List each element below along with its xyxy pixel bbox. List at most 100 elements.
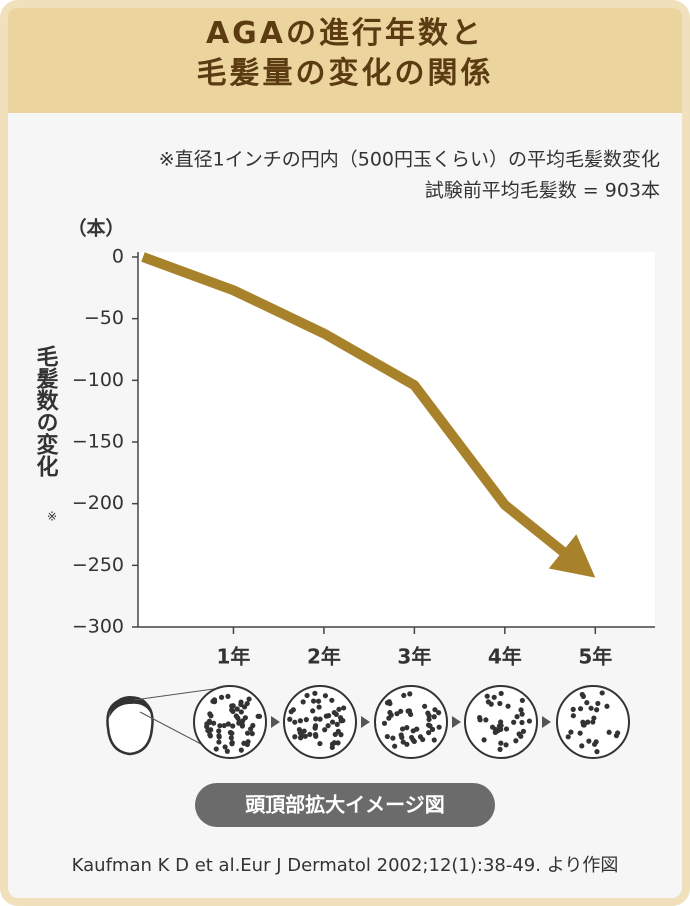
hair-dot: [498, 722, 504, 729]
hair-dot: [216, 728, 222, 734]
hair-dot: [208, 713, 214, 719]
hair-dot: [304, 692, 310, 699]
y-tick-label: −250: [72, 554, 124, 576]
hair-dot: [300, 699, 306, 705]
hair-dot: [297, 718, 303, 724]
step-arrow: [452, 716, 461, 728]
hair-dot: [520, 728, 527, 734]
hair-dot: [329, 719, 336, 725]
hair-dot: [238, 699, 244, 705]
hair-dot: [246, 696, 252, 702]
hair-dot: [477, 717, 483, 723]
hair-dot: [205, 727, 211, 734]
hair-dot: [577, 706, 584, 712]
hair-dot: [341, 705, 347, 711]
hair-dot: [207, 733, 213, 739]
hair-dot: [588, 705, 594, 711]
hair-dot: [311, 698, 317, 704]
hair-dot: [338, 718, 344, 724]
hair-dot: [498, 690, 504, 697]
hair-dot: [387, 700, 393, 707]
hair-dot: [229, 730, 235, 736]
hair-dot: [526, 718, 533, 724]
hair-dot: [230, 708, 236, 715]
hair-dot: [249, 731, 255, 737]
hair-dot: [290, 707, 296, 713]
hair-dot: [390, 735, 396, 741]
hair-dot: [568, 729, 574, 735]
hair-dot: [431, 714, 437, 720]
hair-dot: [211, 720, 217, 726]
hair-dot: [436, 710, 442, 716]
hair-dot: [481, 737, 487, 743]
hair-dot: [238, 747, 244, 753]
y-tick-label: −150: [72, 431, 124, 453]
hair-dot: [325, 723, 331, 729]
hair-dot: [425, 710, 431, 716]
illustration-label-pill: [195, 783, 495, 827]
hair-dot: [436, 724, 442, 730]
hair-dot: [407, 691, 413, 697]
hair-dot: [216, 733, 222, 739]
note: 試験前平均毛髪数 = 903本: [425, 180, 660, 202]
hair-dot: [210, 698, 216, 704]
hair-dot: [591, 715, 597, 721]
hair-dot: [565, 734, 571, 740]
hair-dot: [581, 722, 587, 728]
hair-dot: [225, 721, 231, 727]
hair-dot: [292, 734, 298, 740]
zoom-line: [133, 686, 229, 701]
hair-dot: [244, 730, 251, 736]
header-band: [8, 8, 682, 113]
hair-dot: [606, 729, 612, 735]
hair-dot: [489, 724, 496, 730]
data-line: [141, 252, 599, 582]
hair-icon: [109, 696, 152, 718]
hair-dot: [329, 744, 335, 751]
hair-dot: [296, 726, 302, 733]
hair-dot: [316, 704, 322, 710]
hair-dot: [317, 740, 323, 747]
hair-dot: [216, 739, 222, 745]
step-arrow: [542, 716, 551, 728]
illustration-label: 頭頂部拡大イメージ図: [245, 793, 445, 817]
hair-dot: [225, 693, 231, 700]
x-tick-label: 3年: [397, 645, 431, 669]
hair-dot: [335, 728, 341, 734]
y-tick-label: −200: [72, 492, 124, 514]
hair-dot: [585, 719, 591, 725]
source: Kaufman K D et al.Eur J Dermatol 2002;12…: [72, 855, 619, 876]
hair-dot: [488, 701, 494, 707]
x-tick-label: 2年: [307, 645, 341, 669]
hair-dot: [426, 730, 432, 736]
hair-dot: [312, 723, 319, 729]
step-arrow: [361, 716, 370, 728]
hair-dot: [228, 735, 234, 741]
hair-dot: [334, 721, 340, 727]
hair-dot: [213, 746, 219, 752]
hair-dot: [503, 726, 510, 732]
hair-dot: [422, 703, 428, 709]
hair-dot: [331, 710, 337, 716]
hair-dot: [514, 714, 520, 720]
title: AGAの進行年数と 毛髪量の変化の関係: [196, 16, 494, 91]
hair-dot: [590, 719, 596, 725]
y-tick-label: 0: [112, 246, 124, 268]
hair-dot: [409, 734, 415, 741]
hair-dot: [244, 741, 250, 748]
x-tick-label: 1年: [216, 645, 250, 669]
hair-dot: [401, 692, 407, 699]
hair-dot: [431, 737, 437, 743]
hair-dot: [505, 703, 511, 709]
hair-dot: [386, 715, 392, 721]
hair-dot: [503, 742, 509, 748]
hair-dot: [394, 711, 400, 717]
hair-dot: [322, 727, 328, 733]
hair-dot: [287, 716, 293, 722]
hair-dot: [255, 713, 261, 719]
hair-dot: [312, 732, 319, 738]
hair-dot: [570, 706, 576, 712]
hair-dot: [511, 719, 517, 725]
hair-dot: [244, 700, 250, 707]
hair-dot: [518, 707, 524, 713]
